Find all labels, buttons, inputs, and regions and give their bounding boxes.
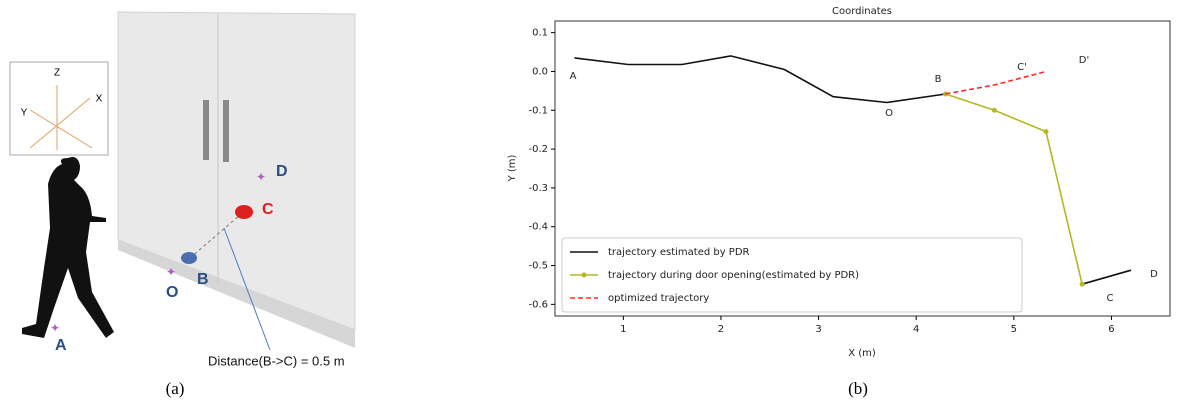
x-tick-label: 5	[1011, 324, 1017, 335]
annotation: C'	[1017, 62, 1027, 73]
chart-title: Coordinates	[832, 6, 892, 17]
x-axis-label: X (m)	[848, 348, 876, 359]
star: ✦	[256, 170, 266, 184]
point-label: B	[197, 271, 209, 288]
legend-label: trajectory estimated by PDR	[608, 247, 750, 258]
illustration: Z Y X ✦ ✦ ✦ D C B O A Distance(B->C) = 0…	[10, 12, 355, 368]
point-label: D	[276, 163, 288, 180]
series-marker	[1044, 129, 1049, 134]
legend-label: trajectory during door opening(estimated…	[608, 270, 859, 281]
series-marker	[1080, 282, 1085, 287]
annotation: O	[885, 108, 893, 119]
star: ✦	[166, 265, 176, 279]
x-tick-label: 1	[620, 324, 626, 335]
annotation: A	[570, 71, 577, 82]
x-tick-label: 3	[815, 324, 821, 335]
series-line	[946, 72, 1047, 95]
legend-label: optimized trajectory	[608, 293, 709, 304]
legend-marker	[582, 273, 587, 278]
handle	[203, 100, 209, 160]
annotation: D'	[1079, 55, 1089, 66]
distance-label: Distance(B->C) = 0.5 m	[208, 353, 345, 368]
chart: Coordinates X (m) Y (m) 1 2 3 4 5 6 0.1 0.0 -0.1…	[507, 6, 1170, 359]
point-label: C	[262, 201, 274, 218]
y-tick-label: -0.6	[528, 299, 548, 310]
y-tick-label: 0.1	[532, 28, 548, 39]
y-tick-label: -0.2	[528, 144, 548, 155]
x-tick-label: 4	[913, 324, 919, 335]
series-marker	[992, 108, 997, 113]
person	[22, 157, 114, 338]
annotation: C	[1107, 293, 1114, 304]
y-tick-label: 0.0	[532, 66, 548, 77]
y-axis-label: Y (m)	[507, 154, 518, 182]
door	[118, 12, 355, 330]
panel-label: (b)	[848, 379, 868, 398]
figure: Z Y X ✦ ✦ ✦ D C B O A Distance(B->C) = 0…	[0, 0, 1178, 404]
point-label: A	[55, 337, 67, 354]
x-tick-label: 2	[718, 324, 724, 335]
handle	[223, 100, 229, 162]
axis-label: Y	[21, 108, 28, 119]
point-b	[181, 252, 197, 264]
x-tick-label: 6	[1108, 324, 1114, 335]
star: ✦	[50, 321, 60, 335]
y-tick-label: -0.4	[528, 222, 548, 233]
axis-label: X	[96, 94, 103, 105]
point-c	[235, 205, 253, 219]
point-label: O	[166, 284, 178, 301]
y-tick-label: -0.5	[528, 261, 548, 272]
y-tick-label: -0.1	[528, 105, 548, 116]
panel-label: (a)	[166, 379, 185, 398]
annotation: D	[1150, 269, 1158, 280]
axis-label: Z	[54, 68, 60, 79]
y-tick-label: -0.3	[528, 183, 548, 194]
annotation: B	[935, 74, 942, 85]
